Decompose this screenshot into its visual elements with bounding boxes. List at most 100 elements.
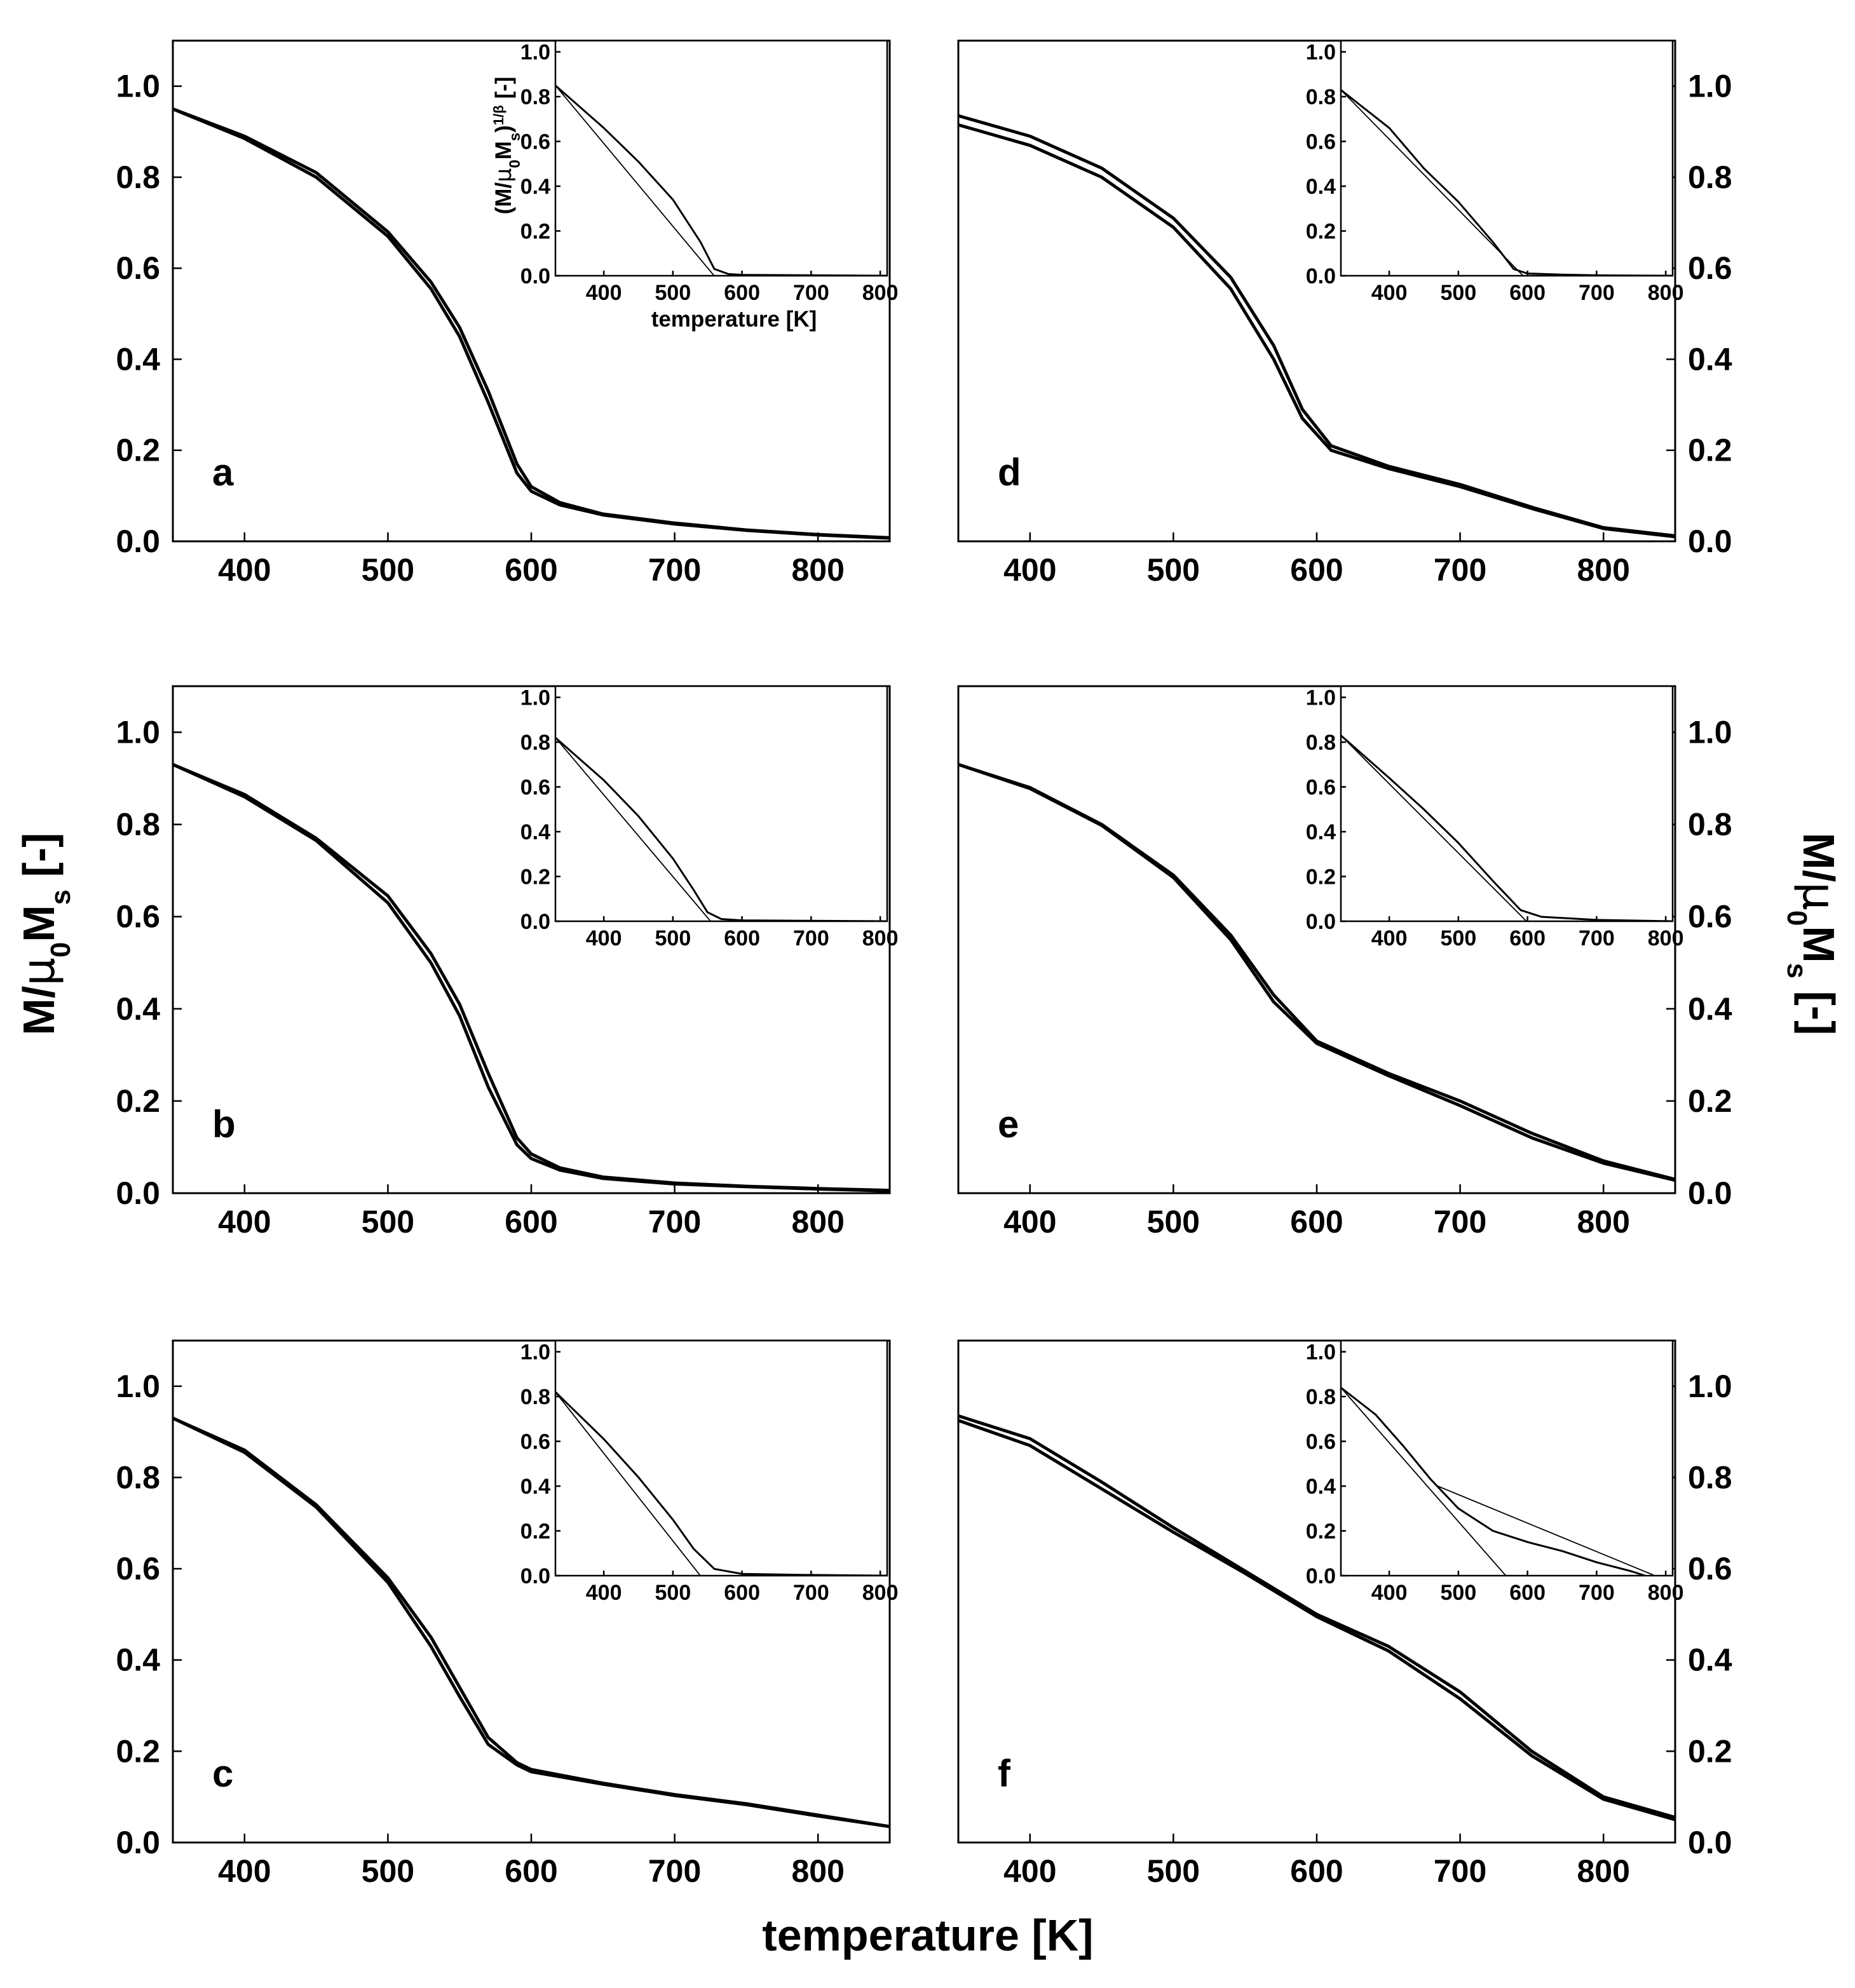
panel-d-y-tick-label: 1.0 bbox=[1688, 69, 1732, 104]
panel-e-inset-y-tick-label: 0.8 bbox=[1306, 731, 1336, 755]
panel-c-inset-x-tick-label: 500 bbox=[655, 1581, 691, 1605]
panel-c-y-tick-label: 0.6 bbox=[116, 1551, 160, 1586]
panel-c: 400 500 600 700 800 0.0 0.2 0.4 0.6 0.8 1.0 c 400 500… bbox=[116, 1339, 898, 1889]
panel-d-inset-frame bbox=[1340, 39, 1674, 277]
panel-c-y-tick-label: 0.0 bbox=[116, 1825, 160, 1860]
panel-f-x-tick-label: 600 bbox=[1290, 1853, 1343, 1889]
panel-c-y-tick-label: 1.0 bbox=[116, 1369, 160, 1404]
panel-c-x-tick-label: 800 bbox=[791, 1853, 844, 1889]
panel-d-x-tick-label: 800 bbox=[1577, 552, 1629, 588]
panel-a-inset-x-tick-label: 600 bbox=[724, 281, 760, 305]
panel-b-inset-x-tick-label: 400 bbox=[586, 926, 622, 950]
panel-e-inset-y-tick-label: 0.0 bbox=[1306, 910, 1336, 934]
panel-a-inset-fit-line bbox=[555, 85, 715, 276]
y-axis-title-left: M/μ0Ms [-] bbox=[13, 833, 76, 1036]
panel-e-letter: e bbox=[998, 1103, 1019, 1146]
panel-c-inset-y-tick-label: 0.0 bbox=[520, 1564, 550, 1588]
panel-d-x-tick-label: 500 bbox=[1147, 552, 1200, 588]
panel-a-inset-y-tick-label: 0.0 bbox=[520, 264, 550, 288]
panel-f-x-tick-label: 500 bbox=[1147, 1853, 1200, 1889]
panel-e: 400 500 600 700 800 0.0 0.2 0.4 0.6 0.8 1.0 e 400 500… bbox=[957, 685, 1732, 1240]
panel-b-inset-data-line bbox=[555, 736, 887, 921]
panel-a-y-tick-label: 0.6 bbox=[116, 250, 160, 286]
panel-a-x-tick-label: 800 bbox=[791, 552, 844, 588]
panel-b: 400 500 600 700 800 0.0 0.2 0.4 0.6 0.8 1.0 b 400 500… bbox=[116, 685, 898, 1240]
panel-f-inset-x-tick-label: 600 bbox=[1509, 1581, 1546, 1605]
y-axis-title-right: M/μ0Ms [-] bbox=[1782, 833, 1845, 1036]
panel-e-inset-x-tick-label: 700 bbox=[1579, 926, 1615, 950]
panel-c-x-tick-label: 400 bbox=[218, 1853, 271, 1889]
panel-d-series-2-line bbox=[958, 123, 1675, 539]
panel-c-inset-x-tick-label: 600 bbox=[724, 1581, 760, 1605]
panel-b-inset-x-tick-label: 500 bbox=[655, 926, 691, 950]
panel-a-x-tick-label: 700 bbox=[648, 552, 701, 588]
panel-e-inset-y-tick-label: 1.0 bbox=[1306, 686, 1336, 710]
panel-a-inset-frame bbox=[554, 39, 888, 277]
panel-b-x-tick-label: 500 bbox=[362, 1204, 414, 1240]
panel-a-inset-x-tick-label: 800 bbox=[862, 281, 899, 305]
panel-f-y-tick-label: 0.2 bbox=[1688, 1733, 1732, 1769]
panel-f-y-tick-label: 0.6 bbox=[1688, 1551, 1732, 1586]
panel-b-letter: b bbox=[212, 1103, 236, 1146]
panel-f-inset-y-tick-label: 0.8 bbox=[1306, 1385, 1336, 1409]
panel-e-x-tick-label: 400 bbox=[1003, 1204, 1056, 1240]
panel-f-y-tick-label: 0.4 bbox=[1688, 1642, 1732, 1678]
panel-b-y-tick-label: 0.2 bbox=[116, 1083, 160, 1119]
panel-e-inset-frame bbox=[1340, 685, 1674, 923]
panel-f-inset-y-tick-label: 0.6 bbox=[1306, 1430, 1336, 1454]
panel-c-y-tick-label: 0.8 bbox=[116, 1459, 160, 1495]
panel-e-series-2-line bbox=[958, 762, 1675, 1182]
panel-b-inset-y-tick-label: 0.8 bbox=[520, 731, 550, 755]
panel-d-inset: 400 500 600 700 800 0.0 0.2 0.4 0.6 0.8 1.0 bbox=[1306, 39, 1683, 305]
panel-a: 400 500 600 700 800 0.0 0.2 0.4 0.6 0.8 1.0 a 400 500… bbox=[116, 39, 899, 588]
panel-a-y-tick-label: 0.0 bbox=[116, 524, 160, 559]
panel-a-inset-y-tick-label: 0.2 bbox=[520, 220, 550, 244]
panel-f-x-tick-label: 700 bbox=[1434, 1853, 1486, 1889]
panel-b-inset-y-tick-label: 0.2 bbox=[520, 865, 550, 889]
panel-c-inset-y-tick-label: 0.4 bbox=[520, 1475, 550, 1499]
panel-e-y-tick-label: 0.2 bbox=[1688, 1083, 1732, 1119]
panel-d-y-tick-label: 0.4 bbox=[1688, 341, 1732, 377]
panel-c-inset-x-tick-label: 700 bbox=[793, 1581, 829, 1605]
panel-f-inset-x-tick-label: 700 bbox=[1579, 1581, 1615, 1605]
panel-e-inset-x-tick-label: 600 bbox=[1509, 926, 1546, 950]
panel-f-inset-y-tick-label: 0.0 bbox=[1306, 1564, 1336, 1588]
panel-d: 400 500 600 700 800 0.0 0.2 0.4 0.6 0.8 1.0 d 400 500… bbox=[957, 39, 1732, 588]
inset-x-axis-title: temperature [K] bbox=[651, 307, 817, 332]
panel-a-inset-y-tick-label: 0.8 bbox=[520, 85, 550, 109]
panel-e-y-tick-label: 0.4 bbox=[1688, 991, 1732, 1027]
panel-a-y-tick-label: 0.2 bbox=[116, 433, 160, 468]
panel-f-y-tick-label: 1.0 bbox=[1688, 1369, 1732, 1404]
panel-b-inset-frame bbox=[554, 685, 888, 923]
panel-a-inset-y-tick-label: 0.6 bbox=[520, 130, 550, 154]
panel-b-y-tick-label: 0.0 bbox=[116, 1175, 160, 1211]
panel-a-y-tick-label: 0.4 bbox=[116, 341, 160, 377]
inset-y-axis-title: (M/μ0Ms)1/β [-] bbox=[491, 77, 524, 215]
panel-f-x-tick-label: 800 bbox=[1577, 1853, 1629, 1889]
panel-e-inset-fit-line bbox=[1341, 734, 1528, 921]
panel-e-inset: 400 500 600 700 800 0.0 0.2 0.4 0.6 0.8 1.0 bbox=[1306, 685, 1683, 950]
panel-e-x-tick-label: 700 bbox=[1434, 1204, 1486, 1240]
panel-e-y-tick-label: 0.8 bbox=[1688, 807, 1732, 842]
panel-b-inset-y-tick-label: 1.0 bbox=[520, 686, 550, 710]
panel-f-y-tick-label: 0.0 bbox=[1688, 1825, 1732, 1860]
panel-a-inset-y-tick-label: 1.0 bbox=[520, 41, 550, 65]
panel-f-inset-y-tick-label: 0.2 bbox=[1306, 1520, 1336, 1544]
panel-a-x-tick-label: 400 bbox=[218, 552, 271, 588]
panel-b-x-tick-label: 400 bbox=[218, 1204, 271, 1240]
panel-e-y-tick-label: 1.0 bbox=[1688, 715, 1732, 750]
panel-c-inset-data-line bbox=[555, 1391, 887, 1576]
panel-a-inset-x-tick-label: 400 bbox=[586, 281, 622, 305]
panel-e-inset-x-tick-label: 500 bbox=[1441, 926, 1477, 950]
panel-b-x-tick-label: 600 bbox=[505, 1204, 557, 1240]
panel-b-inset-x-tick-label: 600 bbox=[724, 926, 760, 950]
panel-f-inset-x-tick-label: 400 bbox=[1371, 1581, 1408, 1605]
panel-d-x-tick-label: 600 bbox=[1290, 552, 1343, 588]
panel-d-inset-y-tick-label: 0.4 bbox=[1306, 175, 1336, 199]
panel-f-y-tick-label: 0.8 bbox=[1688, 1459, 1732, 1495]
panel-d-inset-x-tick-label: 700 bbox=[1579, 281, 1615, 305]
panel-b-x-tick-label: 800 bbox=[791, 1204, 844, 1240]
panel-f-inset-data-line bbox=[1341, 1386, 1645, 1576]
panel-a-x-tick-label: 600 bbox=[505, 552, 557, 588]
panel-c-inset-y-tick-label: 0.8 bbox=[520, 1385, 550, 1409]
